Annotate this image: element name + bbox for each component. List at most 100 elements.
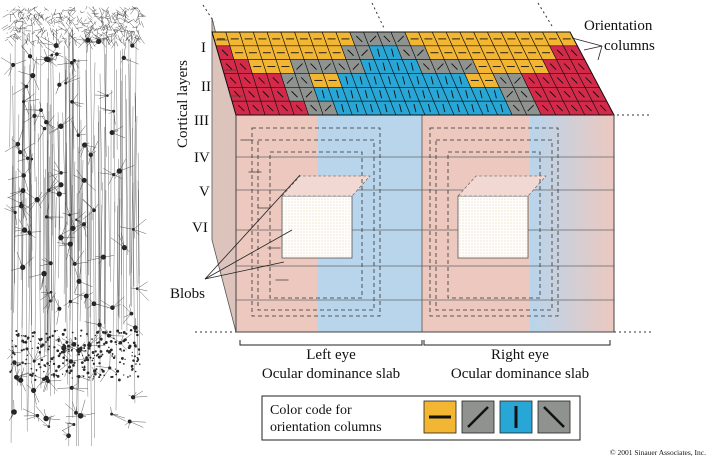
neuron-dot — [125, 332, 128, 335]
fiber — [113, 29, 121, 32]
fiber — [105, 6, 109, 12]
dendrite — [64, 344, 73, 352]
dendrite — [46, 300, 51, 315]
dendrite — [78, 180, 85, 194]
fiber — [106, 21, 111, 28]
dendrite — [72, 401, 77, 413]
dendrite — [124, 421, 130, 426]
fiber — [123, 38, 125, 47]
dendrite — [95, 365, 110, 369]
fiber — [18, 9, 25, 14]
fiber — [57, 121, 61, 231]
fiber — [8, 40, 14, 47]
neuron-dot — [16, 333, 20, 337]
fiber — [62, 15, 68, 20]
neuron-dot — [111, 353, 114, 355]
neuron-dot — [137, 348, 141, 351]
fiber — [61, 20, 66, 28]
fiber — [9, 53, 11, 148]
orientation-tick — [549, 63, 557, 70]
fiber — [14, 32, 22, 41]
neuron-dot — [83, 365, 86, 367]
fiber — [89, 18, 93, 21]
neuron-dot — [101, 353, 104, 356]
fiber — [41, 13, 44, 20]
dendrite — [128, 304, 132, 314]
dendrite — [133, 218, 147, 230]
fiber — [26, 15, 30, 20]
dendrite — [76, 219, 81, 223]
dendrite — [114, 170, 120, 174]
dendrite — [48, 416, 51, 427]
fiber — [40, 44, 42, 291]
neuron-dot — [112, 356, 116, 359]
fiber — [57, 19, 65, 27]
fiber — [113, 18, 116, 21]
neuron-dot — [43, 370, 45, 373]
fiber — [89, 36, 92, 42]
dendrite — [71, 101, 79, 108]
neuron-dot — [44, 365, 47, 368]
left-eye-label: Left eye — [306, 347, 356, 363]
orientation-tick — [373, 76, 377, 85]
fiber — [122, 7, 126, 12]
dendrite — [64, 361, 72, 377]
dendrite — [66, 228, 73, 241]
dendrite — [71, 62, 76, 72]
dendrite — [72, 221, 87, 229]
neuron-dot — [71, 331, 74, 334]
neuron-dot — [131, 351, 133, 354]
fiber — [58, 25, 63, 30]
fiber — [35, 35, 43, 43]
orientation-tick — [442, 103, 446, 113]
neuron-dot — [56, 329, 58, 332]
fiber — [105, 38, 111, 41]
fiber — [48, 111, 49, 377]
neuron-dot — [119, 348, 122, 351]
fiber — [77, 147, 80, 252]
fiber — [85, 5, 88, 10]
fiber — [45, 16, 48, 21]
dendrite — [14, 233, 31, 237]
dendrite — [99, 324, 105, 329]
neuron-dot — [82, 375, 85, 378]
neuron-dot — [77, 353, 81, 356]
dendrite — [103, 168, 114, 175]
fiber — [42, 26, 44, 33]
neuron-dot — [127, 346, 131, 350]
orientation-tick — [266, 104, 274, 112]
dendrite — [122, 304, 132, 314]
orientation-tick — [571, 77, 578, 84]
orientation-tick — [422, 63, 430, 70]
fiber — [60, 16, 63, 20]
fiber — [50, 104, 53, 311]
fiber — [59, 17, 65, 21]
dendrite — [37, 128, 45, 142]
dendrite — [17, 142, 21, 153]
fiber — [132, 128, 136, 404]
dendrite — [7, 352, 14, 359]
fiber — [10, 34, 15, 36]
fiber — [100, 17, 104, 24]
dendrite — [123, 57, 139, 65]
fiber — [12, 85, 15, 284]
orientation-tick — [430, 76, 434, 85]
orientation-tick — [493, 90, 497, 99]
dendrite — [109, 367, 118, 374]
fiber — [65, 28, 72, 37]
dendrite — [61, 430, 69, 436]
neuron-dot — [40, 358, 44, 362]
fiber — [109, 16, 112, 24]
dendrite — [46, 122, 54, 130]
dendrite — [91, 366, 95, 372]
dendrite — [40, 292, 52, 301]
fiber — [64, 45, 68, 288]
dendrite — [110, 237, 125, 248]
neuron-dot — [131, 355, 133, 357]
dendrite — [53, 294, 60, 309]
fiber — [70, 17, 76, 21]
neuron-dot — [50, 374, 53, 376]
dendrite — [43, 300, 51, 310]
blobs-label: Blobs — [170, 286, 205, 302]
neuron-dot — [136, 360, 139, 363]
